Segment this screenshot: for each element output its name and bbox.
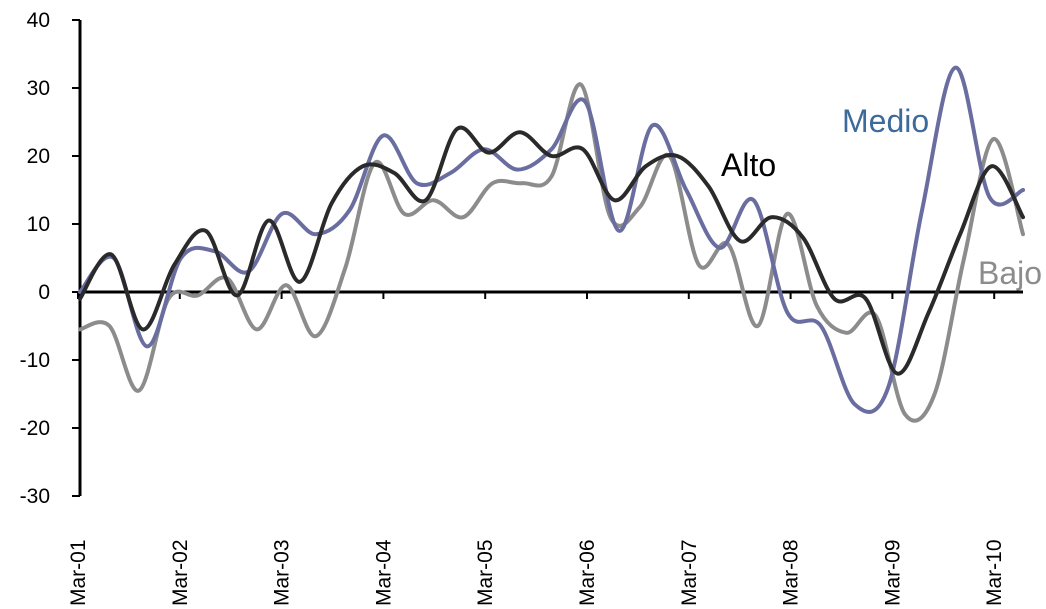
- y-tick-label: -10: [20, 349, 50, 372]
- x-tick-label: Mar-01: [67, 539, 90, 606]
- series-line-medio: [78, 65, 1025, 414]
- series-line-alto: [78, 125, 1025, 376]
- x-axis: Mar-01 Mar-02 Mar-03 Mar-04 Mar-05 Mar-06 Mar-…: [67, 290, 1023, 606]
- x-tick-label: Mar-06: [576, 539, 599, 606]
- x-tick-label: Mar-04: [372, 539, 395, 606]
- y-axis: -30 -20 -10 0 10 20 30 40: [20, 9, 82, 508]
- series-label-bajo: Bajo: [978, 255, 1042, 291]
- x-tick-label: Mar-03: [271, 539, 294, 606]
- y-tick-label: -30: [20, 485, 50, 508]
- x-tick-label: Mar-08: [780, 539, 803, 606]
- y-tick-label: 10: [27, 213, 50, 236]
- x-tick-label: Mar-09: [881, 539, 904, 606]
- y-tick-label: -20: [20, 417, 50, 440]
- y-tick-label: 40: [27, 9, 50, 32]
- x-tick-label: Mar-02: [169, 539, 192, 606]
- series-label-medio: Medio: [842, 103, 929, 139]
- y-tick-label: 20: [27, 145, 50, 168]
- y-tick-label: 30: [27, 77, 50, 100]
- x-tick-label: Mar-07: [678, 539, 701, 606]
- series-lines: [78, 65, 1025, 423]
- series-line-bajo: [78, 82, 1025, 423]
- y-tick-label: 0: [38, 281, 50, 304]
- x-tick-label: Mar-05: [474, 539, 497, 606]
- x-tick-label: Mar-10: [983, 539, 1006, 606]
- series-label-alto: Alto: [721, 147, 776, 183]
